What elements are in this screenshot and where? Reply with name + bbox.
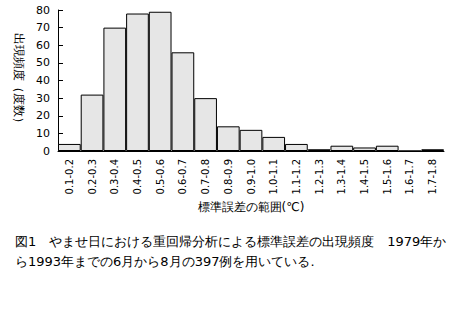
svg-text:1.2-1.3: 1.2-1.3 (314, 159, 325, 194)
svg-text:0.7-0.8: 0.7-0.8 (200, 159, 211, 194)
svg-text:0.4-0.5: 0.4-0.5 (132, 159, 143, 194)
svg-text:0.3-0.4: 0.3-0.4 (109, 159, 120, 194)
svg-text:50: 50 (36, 56, 50, 69)
svg-text:1.6-1.7: 1.6-1.7 (404, 159, 415, 194)
svg-text:1.4-1.5: 1.4-1.5 (359, 159, 370, 194)
svg-text:ら1993年までの6月から8月の397例を用いている.: ら1993年までの6月から8月の397例を用いている. (15, 254, 315, 269)
svg-text:1.0-1.1: 1.0-1.1 (268, 159, 279, 194)
svg-text:0: 0 (43, 145, 50, 158)
svg-text:1.1-1.2: 1.1-1.2 (291, 159, 302, 194)
svg-text:70: 70 (36, 21, 50, 34)
svg-text:1.7-1.8: 1.7-1.8 (427, 159, 438, 194)
svg-text:40: 40 (36, 74, 50, 87)
svg-text:0.6-0.7: 0.6-0.7 (177, 159, 188, 194)
svg-text:0.5-0.6: 0.5-0.6 (155, 159, 166, 194)
svg-text:1.3-1.4: 1.3-1.4 (336, 159, 347, 194)
svg-text:標準誤差の範囲(℃): 標準誤差の範囲(℃) (198, 200, 305, 214)
svg-text:10: 10 (36, 127, 50, 140)
svg-text:1.5-1.6: 1.5-1.6 (382, 159, 393, 194)
svg-text:80: 80 (36, 4, 50, 17)
svg-text:0.9-1.0: 0.9-1.0 (246, 159, 257, 194)
svg-text:30: 30 (36, 92, 50, 105)
svg-text:0.8-0.9: 0.8-0.9 (223, 159, 234, 194)
svg-text:出現頻度（度数）: 出現頻度（度数） (12, 33, 26, 129)
svg-text:図1 やませ日における重回帰分析による標準誤差の出現頻度 1: 図1 やませ日における重回帰分析による標準誤差の出現頻度 1979年か (15, 234, 446, 249)
svg-text:0.2-0.3: 0.2-0.3 (87, 159, 98, 194)
svg-text:60: 60 (36, 39, 50, 52)
svg-text:0.1-0.2: 0.1-0.2 (64, 159, 75, 194)
svg-text:20: 20 (36, 109, 50, 122)
